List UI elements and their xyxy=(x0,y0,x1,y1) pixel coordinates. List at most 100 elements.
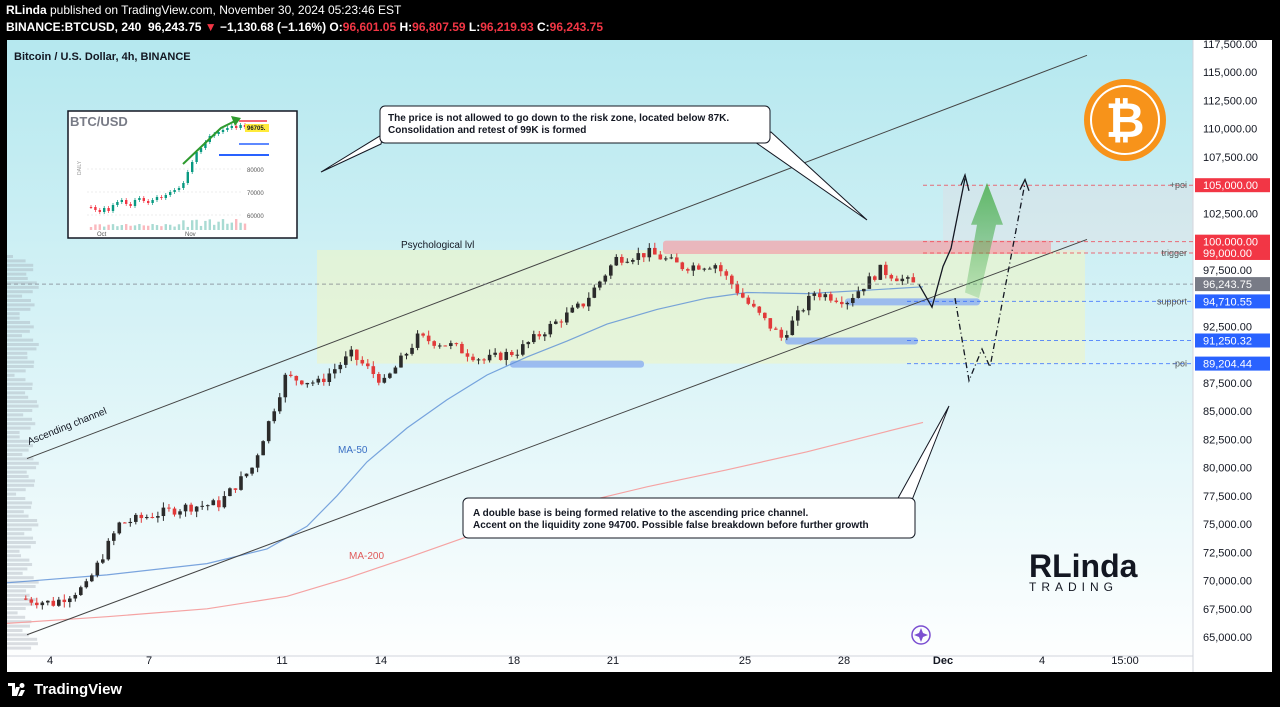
inset-volume-bar xyxy=(129,225,132,230)
time-tick-4: 18 xyxy=(508,655,520,667)
footer: TradingView xyxy=(0,672,1280,707)
candle xyxy=(95,562,100,576)
inset-volume-bar xyxy=(186,226,189,230)
volume-profile-bar xyxy=(7,378,26,382)
volume-profile-bar xyxy=(7,611,18,615)
candle xyxy=(150,517,155,519)
candle xyxy=(779,329,784,338)
tradingview-icon xyxy=(8,683,25,696)
volume-profile-bar xyxy=(7,369,26,373)
sparkle-icon[interactable] xyxy=(911,625,931,645)
rlinda-trading-logo: RLinda TRADING xyxy=(1029,548,1138,594)
published-text: published on TradingView.com, November 3… xyxy=(46,3,402,17)
candle xyxy=(603,275,608,282)
volume-profile-bar xyxy=(7,637,38,641)
candle xyxy=(686,269,690,271)
candle xyxy=(829,294,833,301)
inset-volume-bar xyxy=(208,219,211,230)
candle xyxy=(393,367,398,374)
level-price-badge-4 xyxy=(1195,294,1270,309)
price-tick-7: 82,500.00 xyxy=(1203,434,1252,446)
candle xyxy=(46,600,50,603)
volume-profile-bar xyxy=(7,629,23,632)
candle xyxy=(277,397,282,412)
candle xyxy=(194,506,199,512)
inset-volume-bar xyxy=(204,220,207,230)
inset-volume-bar xyxy=(116,226,119,230)
volume-profile-bar xyxy=(7,347,37,351)
volume-profile-bar xyxy=(7,479,35,483)
inset-candle xyxy=(239,125,242,128)
volume-profile-bar xyxy=(7,373,15,377)
inset-volume-bar xyxy=(120,225,123,230)
consolidation-zone xyxy=(317,249,1085,364)
inset-volume-bar xyxy=(164,224,167,230)
level-price-badge-3 xyxy=(1195,277,1270,292)
inset-candle xyxy=(226,128,229,130)
volume-profile-bar xyxy=(7,453,23,456)
symbol-line: BINANCE:BTCUSD, 240 96,243.75 ▼ −1,130.6… xyxy=(6,20,603,34)
candle xyxy=(123,522,127,524)
candle xyxy=(504,351,509,360)
volume-profile-bar xyxy=(7,602,35,606)
candle xyxy=(592,287,597,298)
level-price-label-0: 105,000.00 xyxy=(1203,180,1258,192)
volume-profile-bar xyxy=(7,431,20,434)
candle xyxy=(631,259,635,262)
price-tick-8: 85,000.00 xyxy=(1203,406,1252,418)
chart-area[interactable]: +poi trigger support -poi Bitcoin / U.S. Do… xyxy=(6,39,1272,672)
volume-profile-bar xyxy=(7,321,31,324)
candle xyxy=(156,516,160,518)
price-tick-20: 115,000.00 xyxy=(1203,67,1257,79)
candle xyxy=(112,533,116,541)
candle xyxy=(812,293,817,296)
inset-volume-bar xyxy=(94,224,97,230)
candle xyxy=(128,521,133,524)
price-tick-4: 75,000.00 xyxy=(1203,519,1252,531)
candle xyxy=(35,602,39,606)
inset-candle xyxy=(147,201,150,203)
volume-profile-bar xyxy=(7,523,39,527)
candle xyxy=(222,496,227,508)
volume-profile-bar xyxy=(7,514,29,518)
candle xyxy=(189,504,193,512)
symbol: BINANCE:BTCUSD, 240 xyxy=(6,20,142,34)
chart-svg[interactable]: +poi trigger support -poi Bitcoin / U.S. Do… xyxy=(6,39,1272,672)
inset-candle xyxy=(164,195,167,198)
volume-profile-bar xyxy=(7,527,32,531)
inset-volume-bar xyxy=(125,224,128,230)
price-tick-21: 117,500.00 xyxy=(1203,40,1257,51)
candle xyxy=(344,356,348,365)
candle xyxy=(322,378,326,383)
candle xyxy=(476,359,481,361)
volume-profile-bar xyxy=(7,356,28,360)
inset-candle xyxy=(125,200,128,204)
candle xyxy=(355,349,359,360)
tradingview-logo[interactable]: TradingView xyxy=(8,681,122,698)
candle xyxy=(449,343,453,346)
inset-tick-nov: Nov xyxy=(185,232,196,238)
volume-profile-bar xyxy=(7,417,33,421)
candle xyxy=(735,284,740,294)
publisher-name[interactable]: RLinda xyxy=(6,3,47,17)
volume-profile-bar xyxy=(7,259,26,263)
projection-arrowhead-up xyxy=(960,172,970,191)
level-tag-2: trigger xyxy=(1161,248,1187,258)
volume-profile-bar xyxy=(7,387,33,390)
inset-volume-bar xyxy=(230,222,233,230)
level-price-badge-2 xyxy=(1195,245,1270,260)
price-tick-2: 70,000.00 xyxy=(1203,576,1252,588)
candle xyxy=(410,347,414,354)
liquidity-zone xyxy=(785,337,918,345)
candle xyxy=(454,343,459,345)
time-axis[interactable]: 4 7 11 14 18 21 25 28 Dec 4 15:00 xyxy=(47,655,1139,667)
candle xyxy=(845,302,850,305)
volume-profile-bar xyxy=(7,448,29,452)
inset-volume-bar xyxy=(243,223,247,230)
candle xyxy=(57,599,61,606)
low-value: 96,219.93 xyxy=(480,20,534,34)
volume-profile-bar xyxy=(7,268,34,272)
inset-candle xyxy=(129,204,132,206)
volume-profile-bar xyxy=(7,343,39,346)
